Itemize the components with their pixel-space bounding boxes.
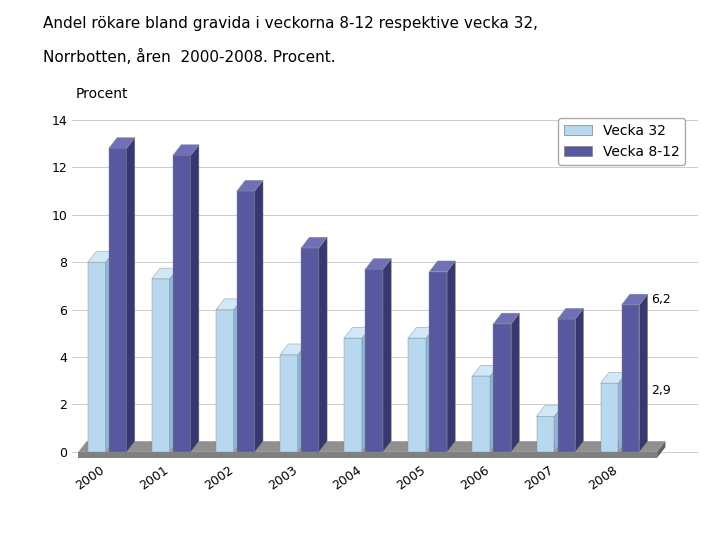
- Polygon shape: [365, 269, 383, 452]
- Polygon shape: [493, 324, 511, 452]
- Polygon shape: [472, 376, 490, 452]
- Polygon shape: [600, 373, 626, 383]
- Polygon shape: [298, 344, 306, 452]
- Polygon shape: [447, 261, 455, 452]
- Polygon shape: [344, 327, 370, 338]
- Polygon shape: [554, 406, 562, 452]
- Polygon shape: [319, 237, 327, 452]
- Polygon shape: [408, 338, 426, 452]
- Polygon shape: [234, 299, 242, 452]
- Polygon shape: [280, 355, 298, 452]
- Polygon shape: [536, 416, 554, 452]
- Polygon shape: [621, 294, 647, 305]
- Polygon shape: [216, 299, 242, 309]
- Polygon shape: [173, 156, 191, 452]
- Polygon shape: [109, 148, 127, 452]
- Polygon shape: [618, 373, 626, 452]
- Polygon shape: [237, 180, 263, 191]
- Polygon shape: [429, 272, 447, 452]
- Polygon shape: [301, 237, 327, 248]
- Polygon shape: [216, 309, 234, 452]
- Polygon shape: [621, 305, 639, 452]
- Polygon shape: [170, 268, 178, 452]
- Polygon shape: [426, 327, 434, 452]
- Polygon shape: [575, 308, 583, 452]
- Polygon shape: [88, 262, 106, 452]
- Polygon shape: [106, 252, 114, 452]
- Polygon shape: [191, 145, 199, 452]
- Text: 6,2: 6,2: [651, 293, 670, 306]
- Polygon shape: [301, 248, 319, 452]
- Polygon shape: [362, 327, 370, 452]
- Polygon shape: [88, 252, 114, 262]
- Polygon shape: [109, 138, 135, 148]
- Polygon shape: [536, 406, 562, 416]
- Polygon shape: [78, 441, 665, 452]
- Polygon shape: [408, 327, 434, 338]
- Legend: Vecka 32, Vecka 8-12: Vecka 32, Vecka 8-12: [559, 118, 685, 165]
- Text: Andel rökare bland gravida i veckorna 8-12 respektive vecka 32,: Andel rökare bland gravida i veckorna 8-…: [43, 16, 539, 31]
- Polygon shape: [237, 191, 255, 452]
- Polygon shape: [173, 145, 199, 156]
- Polygon shape: [78, 452, 657, 458]
- Polygon shape: [280, 344, 306, 355]
- Polygon shape: [639, 294, 647, 452]
- Polygon shape: [557, 319, 575, 452]
- Polygon shape: [429, 261, 455, 272]
- Polygon shape: [472, 366, 498, 376]
- Polygon shape: [511, 313, 519, 452]
- Polygon shape: [490, 366, 498, 452]
- Polygon shape: [127, 138, 135, 452]
- Polygon shape: [557, 308, 583, 319]
- Text: 2,9: 2,9: [651, 384, 670, 397]
- Polygon shape: [383, 259, 391, 452]
- Polygon shape: [493, 313, 519, 324]
- Text: Norrbotten, åren  2000-2008. Procent.: Norrbotten, åren 2000-2008. Procent.: [43, 49, 336, 65]
- Polygon shape: [152, 279, 170, 452]
- Polygon shape: [600, 383, 618, 452]
- Polygon shape: [344, 338, 362, 452]
- Polygon shape: [365, 259, 391, 269]
- Polygon shape: [152, 268, 178, 279]
- Polygon shape: [657, 441, 665, 458]
- Text: Procent: Procent: [75, 87, 127, 101]
- Polygon shape: [255, 180, 263, 452]
